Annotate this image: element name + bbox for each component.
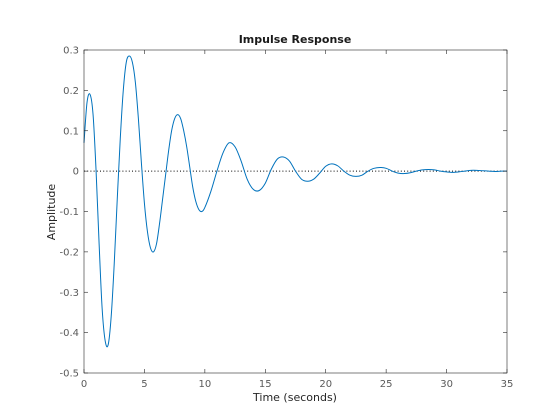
x-tick-label: 35 <box>501 379 514 390</box>
y-tick-label: -0.1 <box>59 207 79 218</box>
y-tick-label: -0.3 <box>59 288 79 299</box>
y-tick-label: -0.5 <box>59 369 79 380</box>
series-layer <box>83 55 508 348</box>
x-axis-label: Time (seconds) <box>252 391 337 404</box>
impulse-response-line <box>83 55 508 348</box>
x-tick-label: 25 <box>380 379 393 390</box>
x-tick-label: 0 <box>81 379 87 390</box>
y-tick-label: 0.1 <box>63 126 79 137</box>
x-ticks: 0 5 10 15 20 25 30 35 <box>81 50 514 390</box>
chart-title: Impulse Response <box>239 33 352 46</box>
y-tick-label: 0 <box>73 167 79 178</box>
x-tick-label: 30 <box>440 379 453 390</box>
x-tick-label: 10 <box>198 379 211 390</box>
x-tick-label: 5 <box>141 379 147 390</box>
y-tick-label: -0.2 <box>59 247 79 258</box>
x-tick-label: 15 <box>259 379 272 390</box>
y-axis-label: Amplitude <box>45 184 58 241</box>
y-ticks: -0.5 -0.4 -0.3 -0.2 -0.1 0 0.1 0.2 0.3 <box>59 46 507 380</box>
x-tick-label: 20 <box>319 379 332 390</box>
y-tick-label: 0.3 <box>63 46 79 57</box>
y-tick-label: 0.2 <box>63 86 79 97</box>
plot-area <box>84 50 507 373</box>
y-tick-label: -0.4 <box>59 328 79 339</box>
